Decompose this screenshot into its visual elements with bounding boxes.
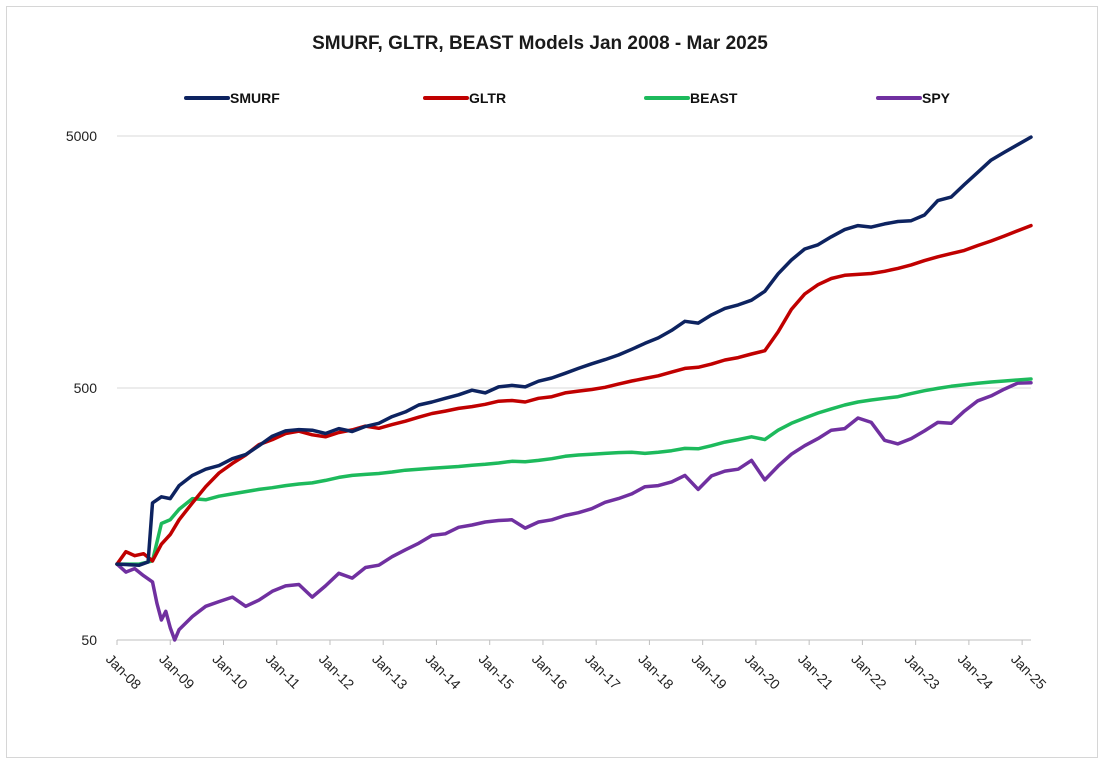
x-tick-label: Jan-14	[422, 651, 464, 693]
y-tick-label: 50	[81, 632, 97, 648]
x-tick-label: Jan-15	[476, 651, 518, 693]
x-tick-label: Jan-24	[955, 651, 997, 693]
x-tick-label: Jan-12	[316, 651, 358, 693]
series-line-beast	[115, 377, 1033, 566]
series-line-smurf	[115, 135, 1033, 567]
x-tick-label: Jan-22	[848, 651, 890, 693]
y-tick-label: 5000	[66, 128, 97, 144]
grid-lines	[117, 135, 1031, 641]
x-tick-label: Jan-20	[742, 651, 784, 693]
x-tick-label: Jan-19	[689, 651, 731, 693]
chart-series	[115, 135, 1033, 642]
chart-title: SMURF, GLTR, BEAST Models Jan 2008 - Mar…	[312, 33, 768, 54]
y-axis-tick-labels: 5000 500 50	[66, 128, 97, 648]
legend-label: SPY	[922, 90, 951, 106]
x-tick-label: Jan-25	[1008, 651, 1050, 693]
series-line-spy	[115, 380, 1033, 642]
legend-label: SMURF	[230, 90, 280, 106]
x-tick-label: Jan-21	[795, 651, 837, 693]
x-tick-label: Jan-10	[209, 651, 251, 693]
chart-frame	[6, 6, 1098, 758]
x-tick-label: Jan-18	[635, 651, 677, 693]
legend-label: BEAST	[690, 90, 738, 106]
y-tick-label: 500	[74, 380, 98, 396]
x-tick-label: Jan-23	[902, 651, 944, 693]
x-tick-label: Jan-17	[582, 651, 624, 693]
legend-label: GLTR	[469, 90, 506, 106]
x-axis-tick-labels: Jan-08 Jan-09 Jan-10 Jan-11 Jan-12 Jan-13 Jan-…	[103, 651, 1050, 693]
x-tick-label: Jan-08	[103, 651, 145, 693]
chart-legend: SMURF GLTR BEAST SPY	[184, 90, 951, 106]
x-tick-label: Jan-16	[529, 651, 571, 693]
x-tick-label: Jan-11	[263, 651, 304, 692]
x-tick-label: Jan-09	[156, 651, 198, 693]
x-tick-label: Jan-13	[369, 651, 411, 693]
x-axis	[116, 639, 1031, 645]
